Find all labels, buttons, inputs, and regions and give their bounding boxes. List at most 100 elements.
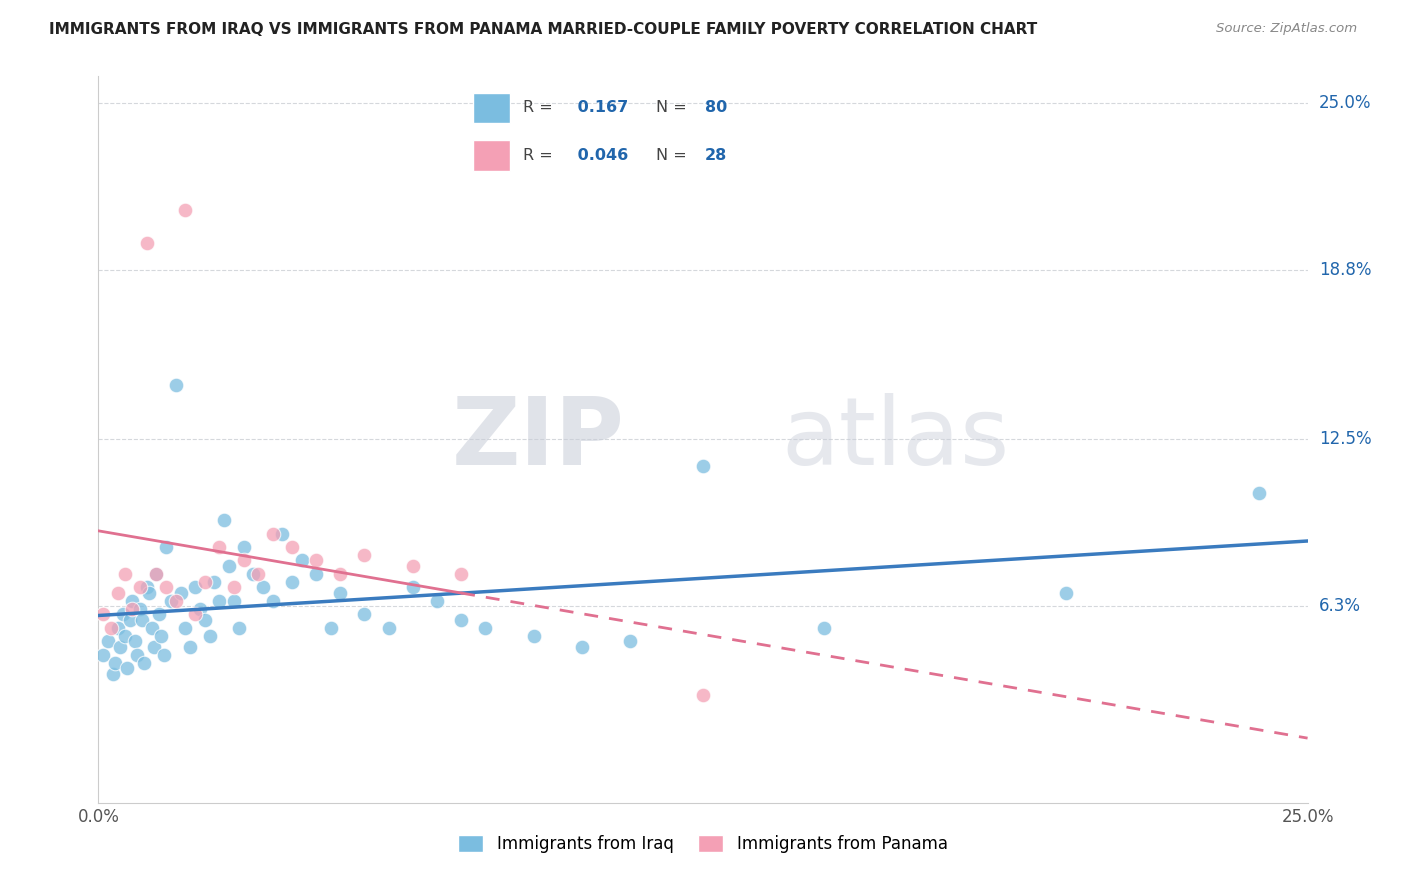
Point	[474, 621, 496, 635]
Point	[160, 594, 183, 608]
Point	[174, 621, 197, 635]
Point	[184, 607, 207, 622]
Point	[377, 621, 399, 635]
Point	[188, 602, 211, 616]
Point	[111, 607, 134, 622]
Point	[198, 629, 221, 643]
Point	[145, 566, 167, 581]
Point	[1249, 486, 1271, 500]
Point	[104, 656, 127, 670]
Point	[305, 553, 328, 567]
Point	[262, 594, 284, 608]
Point	[232, 540, 254, 554]
Point	[281, 540, 304, 554]
Point	[692, 688, 714, 702]
Text: 6.3%: 6.3%	[1319, 598, 1361, 615]
Point	[222, 594, 245, 608]
Point	[141, 621, 163, 635]
Bar	[474, 140, 510, 170]
Point	[117, 661, 139, 675]
Text: 80: 80	[706, 101, 727, 115]
Point	[124, 634, 146, 648]
Point	[319, 621, 342, 635]
Point	[91, 648, 114, 662]
Point	[174, 203, 197, 218]
Point	[329, 566, 352, 581]
Text: Source: ZipAtlas.com: Source: ZipAtlas.com	[1216, 22, 1357, 36]
Point	[91, 607, 114, 622]
Point	[152, 648, 174, 662]
Text: 0.046: 0.046	[572, 148, 628, 162]
Point	[271, 526, 294, 541]
Text: ZIP: ZIP	[451, 393, 624, 485]
Point	[1054, 586, 1077, 600]
Point	[329, 586, 352, 600]
Point	[179, 640, 201, 654]
Point	[813, 621, 835, 635]
Point	[135, 235, 157, 250]
Point	[155, 540, 177, 554]
Point	[450, 566, 472, 581]
Point	[228, 621, 250, 635]
Point	[100, 621, 122, 635]
Point	[127, 648, 149, 662]
Text: IMMIGRANTS FROM IRAQ VS IMMIGRANTS FROM PANAMA MARRIED-COUPLE FAMILY POVERTY COR: IMMIGRANTS FROM IRAQ VS IMMIGRANTS FROM …	[49, 22, 1038, 37]
Point	[692, 459, 714, 474]
Point	[121, 602, 143, 616]
Point	[118, 613, 141, 627]
Point	[128, 581, 150, 595]
Point	[107, 621, 129, 635]
Text: 25.0%: 25.0%	[1319, 94, 1371, 112]
Point	[128, 602, 150, 616]
Point	[165, 594, 187, 608]
Point	[101, 666, 124, 681]
Point	[426, 594, 449, 608]
Point	[218, 558, 240, 573]
Point	[150, 629, 173, 643]
Text: 12.5%: 12.5%	[1319, 430, 1371, 449]
Point	[204, 574, 226, 589]
Text: 0.167: 0.167	[572, 101, 628, 115]
Text: R =: R =	[523, 148, 558, 162]
Point	[450, 613, 472, 627]
Point	[194, 613, 217, 627]
Bar	[474, 93, 510, 123]
Text: 28: 28	[706, 148, 727, 162]
Point	[114, 629, 136, 643]
Point	[155, 581, 177, 595]
Point	[402, 581, 425, 595]
Point	[305, 566, 328, 581]
Point	[232, 553, 254, 567]
Point	[184, 581, 207, 595]
Point	[281, 574, 304, 589]
Point	[121, 594, 143, 608]
Point	[402, 558, 425, 573]
Point	[194, 574, 217, 589]
Legend: Immigrants from Iraq, Immigrants from Panama: Immigrants from Iraq, Immigrants from Pa…	[451, 829, 955, 860]
Point	[353, 607, 375, 622]
Point	[212, 513, 235, 527]
Point	[131, 613, 153, 627]
Text: 18.8%: 18.8%	[1319, 260, 1371, 278]
Point	[97, 634, 120, 648]
Point	[145, 566, 167, 581]
Point	[252, 581, 274, 595]
Point	[107, 586, 129, 600]
Point	[262, 526, 284, 541]
Point	[114, 566, 136, 581]
Point	[222, 581, 245, 595]
Point	[353, 548, 375, 562]
Text: N =: N =	[655, 148, 692, 162]
Point	[208, 594, 231, 608]
Point	[108, 640, 131, 654]
Point	[165, 378, 187, 392]
Point	[148, 607, 170, 622]
Point	[290, 553, 312, 567]
Text: N =: N =	[655, 101, 692, 115]
Point	[619, 634, 641, 648]
Point	[143, 640, 166, 654]
Point	[134, 656, 156, 670]
Point	[523, 629, 546, 643]
Text: atlas: atlas	[782, 393, 1010, 485]
Point	[169, 586, 191, 600]
